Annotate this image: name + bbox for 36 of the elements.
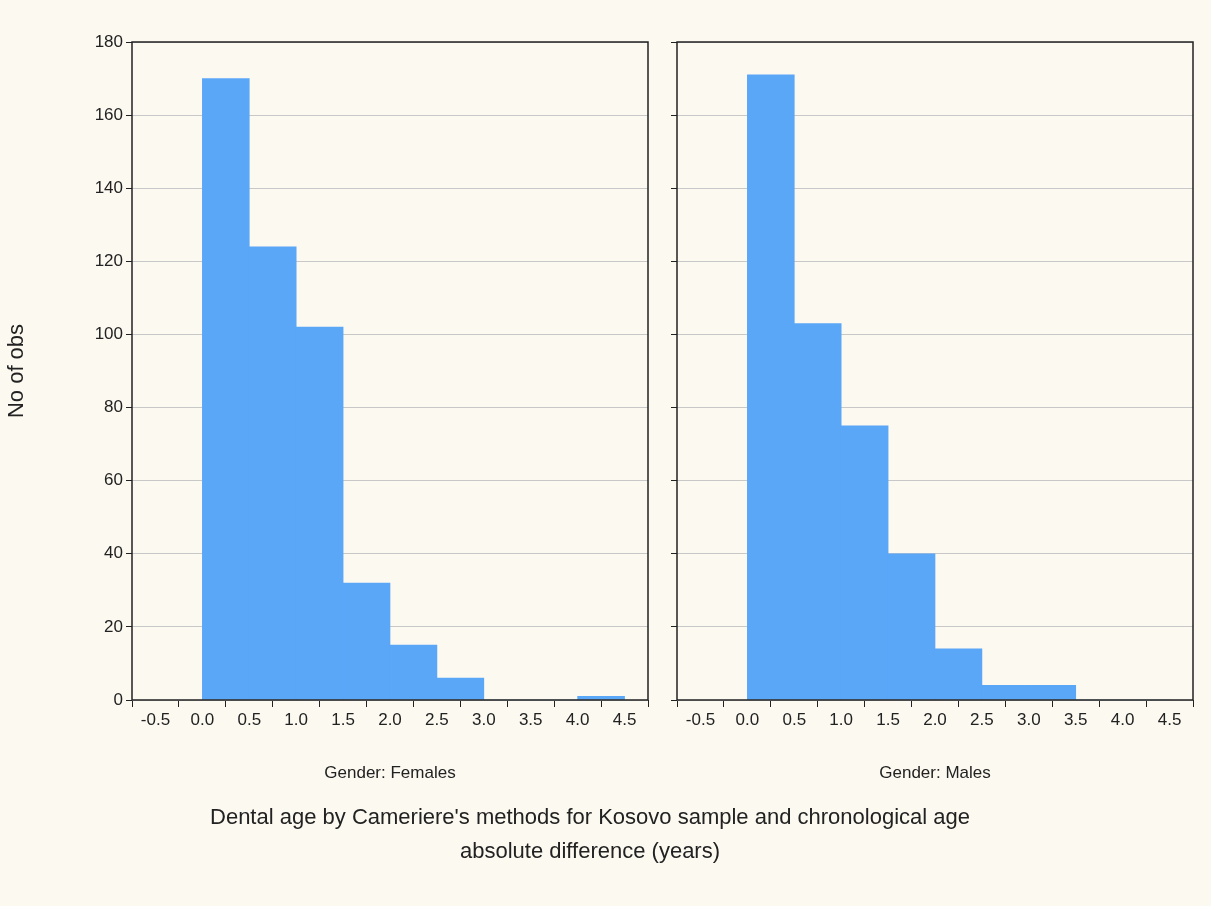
y-tick-label: 80	[104, 397, 123, 417]
x-tick-label: 1.5	[876, 709, 900, 729]
x-tick-label: 2.5	[970, 709, 994, 729]
x-tick-label: 3.0	[472, 709, 496, 729]
y-tick-label: 160	[94, 104, 123, 124]
y-tick-label: 20	[104, 616, 123, 636]
x-tick-label: -0.5	[140, 709, 171, 729]
x-tick-label: 0.0	[735, 709, 760, 729]
x-tick-label: 1.0	[829, 709, 853, 729]
y-tick-label: 100	[94, 324, 123, 344]
x-tick-label: 4.5	[612, 709, 637, 729]
x-axis-title: Gender: Males	[878, 763, 992, 783]
x-tick-label: 4.5	[1157, 709, 1182, 729]
x-tick-label: 0.0	[190, 709, 215, 729]
x-tick-label: 2.0	[923, 709, 947, 729]
x-tick-label: 2.0	[378, 709, 402, 729]
y-tick-label: 0	[113, 689, 123, 709]
x-axis-title: Gender: Females	[323, 763, 457, 783]
x-tick-label: -0.5	[685, 709, 716, 729]
y-tick-label: 180	[94, 31, 123, 51]
x-tick-label: 3.5	[518, 709, 543, 729]
y-tick-label: 60	[104, 470, 123, 490]
x-tick-label: 2.5	[425, 709, 449, 729]
x-tick-label: 3.5	[1063, 709, 1088, 729]
text: Dental age by Cameriere's methods for Kosovo sample and chronological age absolute difference (years)	[209, 803, 971, 865]
x-tick-label: 3.0	[1017, 709, 1041, 729]
x-tick-label: 0.5	[237, 709, 262, 729]
x-tick-label: 4.0	[1110, 709, 1135, 729]
y-axis-title: No of obs	[3, 323, 29, 419]
x-tick-label: 0.5	[782, 709, 807, 729]
x-tick-label: 1.5	[331, 709, 355, 729]
x-tick-label: 4.0	[565, 709, 590, 729]
x-tick-label: 1.0	[284, 709, 308, 729]
y-tick-label: 140	[94, 177, 123, 197]
y-tick-label: 40	[104, 543, 123, 563]
y-tick-label: 120	[94, 251, 123, 271]
